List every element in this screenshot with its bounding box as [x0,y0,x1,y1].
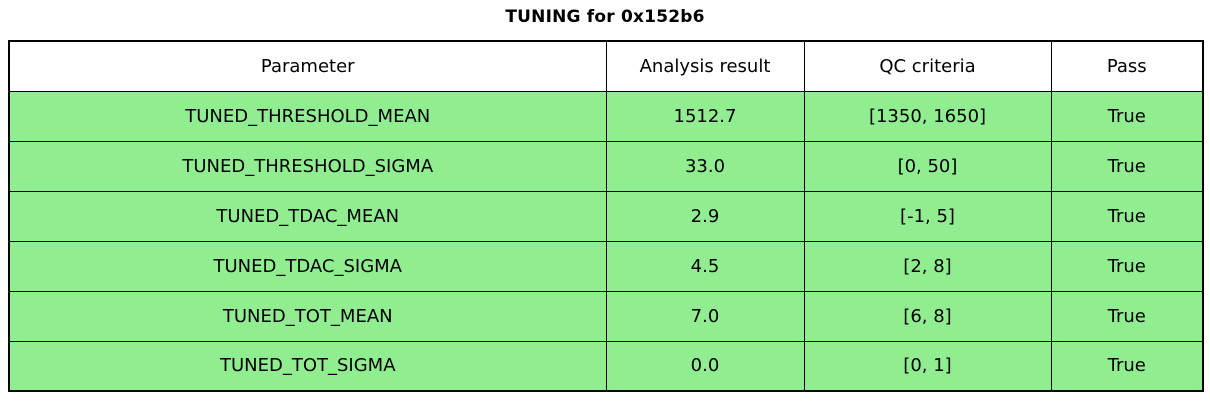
cell-pass: True [1050,340,1204,392]
cell-qc-criteria: [2, 8] [803,240,1052,292]
cell-qc-criteria: [-1, 5] [803,190,1052,242]
table-row: TUNED_TDAC_MEAN 2.9 [-1, 5] True [8,190,1204,242]
cell-analysis-result: 1512.7 [605,90,805,142]
table-row: TUNED_TDAC_SIGMA 4.5 [2, 8] True [8,240,1204,292]
cell-analysis-result: 4.5 [605,240,805,292]
cell-qc-criteria: [1350, 1650] [803,90,1052,142]
cell-qc-criteria: [0, 1] [803,340,1052,392]
cell-qc-criteria: [0, 50] [803,140,1052,192]
header-qc-criteria: QC criteria [803,40,1052,92]
table-row: TUNED_THRESHOLD_SIGMA 33.0 [0, 50] True [8,140,1204,192]
tuning-results-table: Parameter Analysis result QC criteria Pa… [8,40,1204,392]
cell-pass: True [1050,240,1204,292]
table-row: TUNED_TOT_MEAN 7.0 [6, 8] True [8,290,1204,342]
cell-pass: True [1050,140,1204,192]
cell-analysis-result: 7.0 [605,290,805,342]
header-analysis-result: Analysis result [605,40,805,92]
cell-qc-criteria: [6, 8] [803,290,1052,342]
cell-parameter: TUNED_TOT_SIGMA [8,340,607,392]
table-row: TUNED_TOT_SIGMA 0.0 [0, 1] True [8,340,1204,392]
cell-parameter: TUNED_TDAC_SIGMA [8,240,607,292]
header-pass: Pass [1050,40,1204,92]
cell-analysis-result: 33.0 [605,140,805,192]
figure-title: TUNING for 0x152b6 [505,7,705,27]
cell-analysis-result: 0.0 [605,340,805,392]
cell-pass: True [1050,190,1204,242]
cell-parameter: TUNED_TDAC_MEAN [8,190,607,242]
table-body: TUNED_THRESHOLD_MEAN 1512.7 [1350, 1650]… [8,90,1204,392]
header-row: Parameter Analysis result QC criteria Pa… [8,40,1204,92]
cell-parameter: TUNED_THRESHOLD_MEAN [8,90,607,142]
cell-pass: True [1050,290,1204,342]
cell-analysis-result: 2.9 [605,190,805,242]
cell-parameter: TUNED_TOT_MEAN [8,290,607,342]
cell-parameter: TUNED_THRESHOLD_SIGMA [8,140,607,192]
cell-pass: True [1050,90,1204,142]
table-row: TUNED_THRESHOLD_MEAN 1512.7 [1350, 1650]… [8,90,1204,142]
header-parameter: Parameter [8,40,607,92]
